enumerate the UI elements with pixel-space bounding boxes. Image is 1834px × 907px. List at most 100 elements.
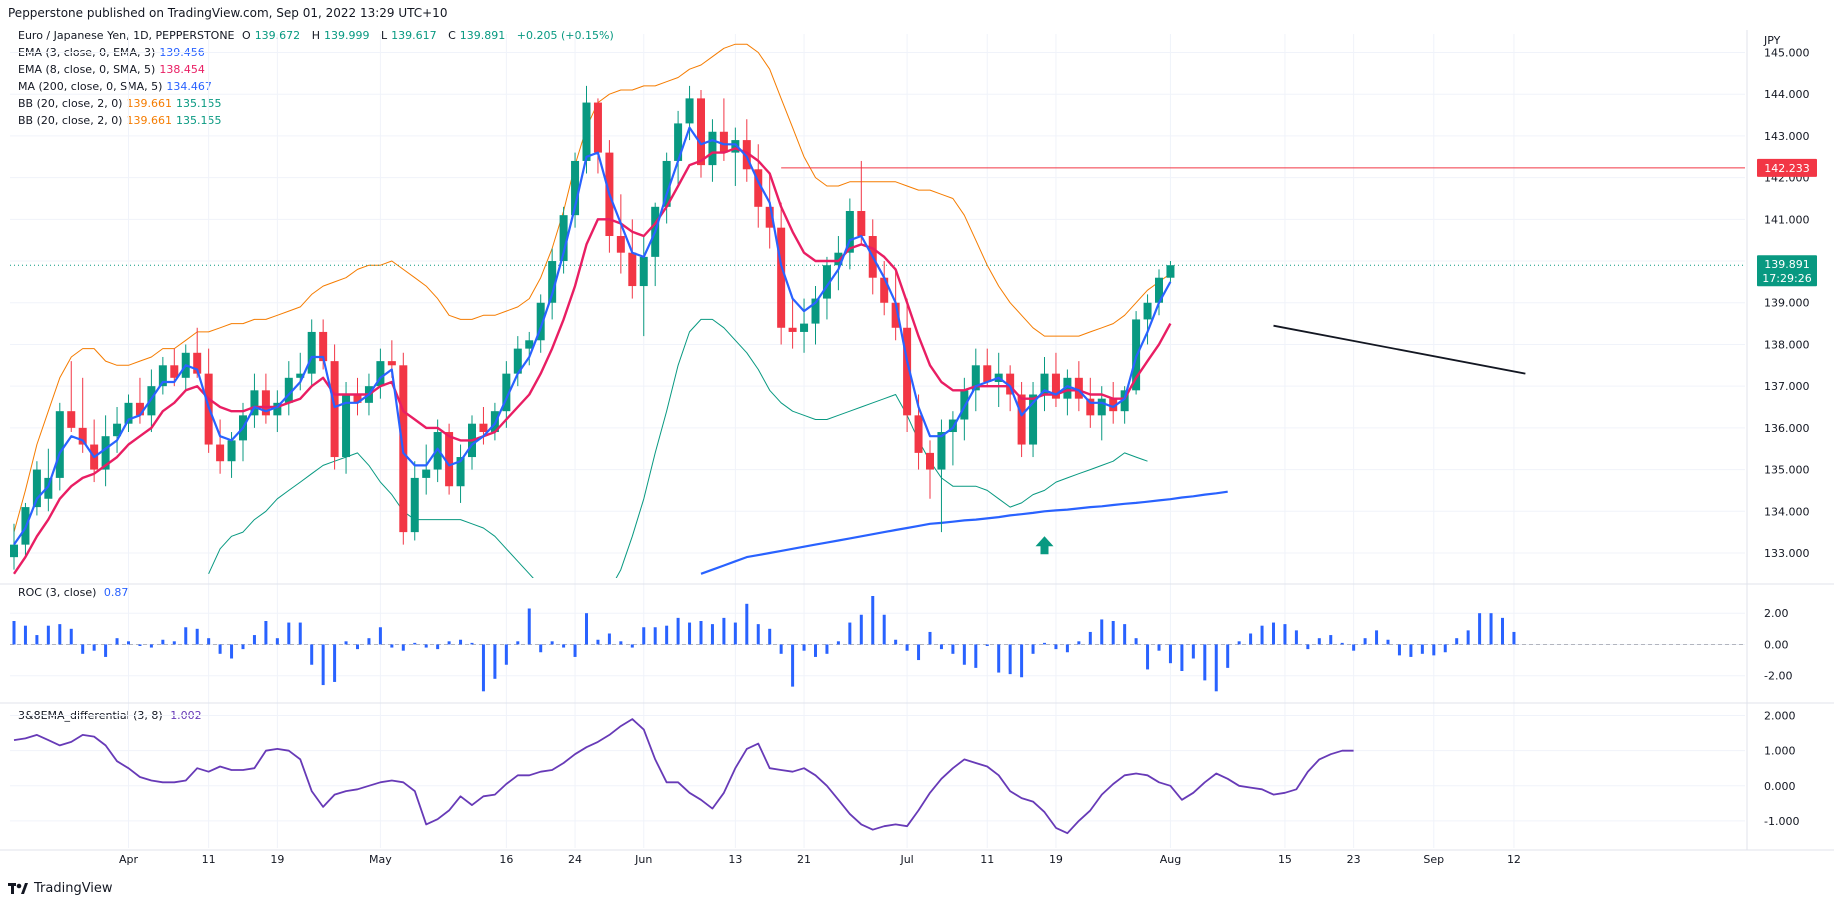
study-label: MA (200, close, 0, SMA, 5) (18, 80, 163, 93)
roc-bar (1386, 639, 1390, 645)
diff-axis-label: 1.000 (1764, 745, 1796, 758)
candle-body (261, 390, 270, 416)
candle-body (296, 373, 305, 378)
candle-body (1143, 302, 1152, 320)
candle-body (193, 352, 202, 374)
roc-bar (527, 608, 531, 645)
study-row[interactable]: MA (200, close, 0, SMA, 5) 134.467 (18, 78, 618, 95)
candle-up (273, 390, 282, 433)
candle-down (926, 440, 934, 499)
roc-bar (310, 644, 314, 665)
candle-body (513, 348, 522, 374)
study-label: EMA (8, close, 0, SMA, 5) (18, 63, 156, 76)
roc-bar (413, 642, 417, 645)
tradingview-logo[interactable]: TradingView (8, 881, 113, 896)
roc-axis-label: 2.00 (1764, 607, 1789, 620)
candle-body (1166, 265, 1175, 278)
roc-bar (516, 641, 520, 645)
candle-body (387, 361, 396, 366)
roc-axis-label: -2.00 (1764, 670, 1792, 683)
candle-down (353, 377, 362, 416)
differential-line (13, 718, 1354, 835)
candle-body (845, 210, 854, 253)
study-row[interactable]: BB (20, close, 2, 0) 139.661 135.155 (18, 95, 618, 112)
candle-body (674, 123, 683, 161)
roc-bar (69, 628, 73, 645)
candle-up (971, 348, 980, 412)
ma200-line (700, 490, 1228, 575)
candle-up (1143, 294, 1152, 345)
price-badge (1757, 255, 1817, 287)
roc-bar (745, 603, 749, 645)
roc-bar (81, 644, 85, 654)
roc-bar (1226, 644, 1230, 668)
candle-body (903, 327, 912, 416)
candle-body (971, 365, 980, 391)
roc-bar (390, 644, 394, 648)
candle-up (124, 394, 133, 433)
price-axis-label: 135.000 (1764, 464, 1810, 477)
candle-up (1166, 261, 1175, 282)
roc-bar (1008, 644, 1012, 675)
candle-body (593, 102, 602, 153)
roc-bar (722, 617, 726, 645)
candle-body (857, 210, 866, 237)
roc-bar (836, 641, 840, 645)
candle-down (67, 361, 76, 433)
price-badge-text: 139.891 (1764, 258, 1810, 271)
bb-lower-band (208, 318, 1148, 578)
candle-body (32, 469, 41, 508)
candle-body (1074, 377, 1083, 399)
candle-down (616, 194, 625, 274)
roc-bar (562, 644, 566, 648)
time-axis-label: Jun (634, 853, 652, 866)
roc-bar (1168, 644, 1172, 664)
study-row[interactable]: EMA (8, close, 0, SMA, 5) 138.454 (18, 61, 618, 78)
candle-body (433, 432, 442, 470)
candle-body (788, 327, 797, 332)
candle-up (502, 361, 511, 428)
candle-body (822, 265, 831, 299)
roc-bar (184, 627, 188, 645)
roc-bar (1123, 624, 1127, 645)
candle-body (10, 544, 18, 558)
time-axis-label: 13 (728, 853, 742, 866)
candle-body (731, 140, 740, 153)
time-axis-label: 15 (1278, 853, 1292, 866)
candle-up (342, 381, 351, 474)
roc-label[interactable]: ROC (3, close) (18, 586, 97, 599)
roc-axis-label: 0.00 (1764, 638, 1789, 651)
candle-down (1074, 361, 1083, 412)
candle-down (261, 373, 270, 424)
roc-bar (1237, 641, 1241, 645)
currency-label: JPY (1763, 34, 1781, 47)
roc-bar (356, 644, 359, 650)
roc-bar (1363, 638, 1367, 645)
candle-up (55, 402, 64, 491)
candle-body (410, 477, 419, 533)
candle-up (937, 419, 946, 533)
roc-bar (756, 624, 760, 645)
candle-body (891, 302, 900, 328)
roc-bar (127, 641, 130, 645)
candle-body (685, 98, 694, 124)
diff-axis-label: 0.000 (1764, 780, 1796, 793)
candle-up (662, 152, 671, 224)
study-row[interactable]: BB (20, close, 2, 0) 139.661 135.155 (18, 112, 618, 129)
candle-up (284, 361, 293, 416)
roc-bar (1375, 630, 1379, 645)
roc-bar (1397, 644, 1401, 656)
candle-body (582, 102, 591, 161)
roc-bar (35, 635, 39, 645)
symbol-title[interactable]: Euro / Japanese Yen, 1D, PEPPERSTONE (18, 29, 235, 42)
candle-up (536, 294, 545, 353)
roc-bar (550, 641, 554, 645)
roc-bar (802, 644, 806, 651)
price-axis-label: 145.000 (1764, 47, 1810, 60)
candle-body (319, 331, 328, 362)
roc-bar (447, 641, 451, 645)
roc-legend: ROC (3, close) 0.87 (18, 584, 132, 601)
roc-bar (470, 642, 474, 645)
study-value-2: 135.155 (175, 97, 222, 110)
